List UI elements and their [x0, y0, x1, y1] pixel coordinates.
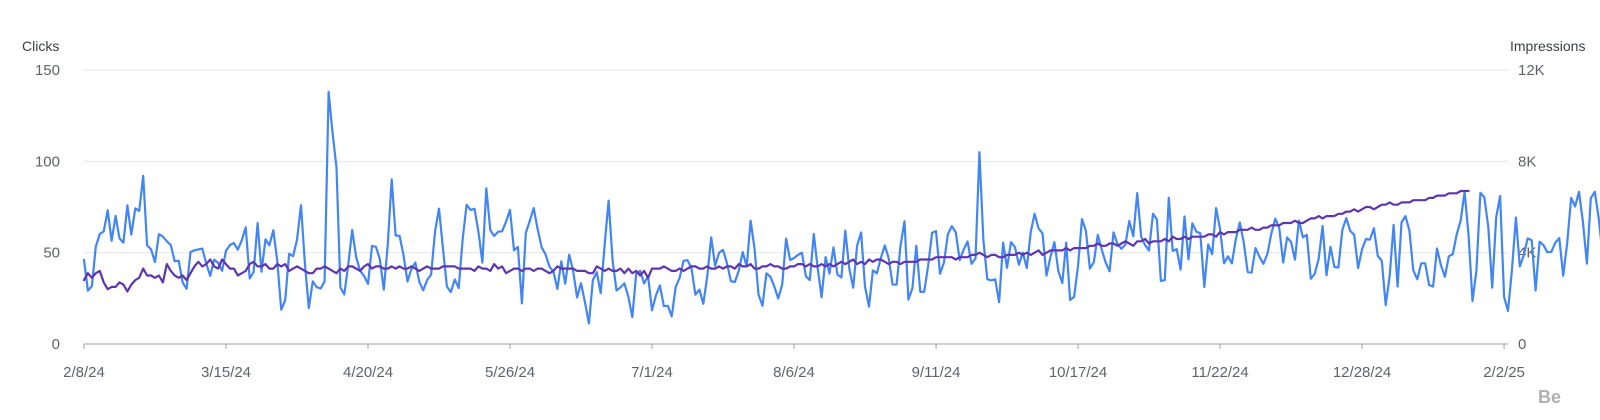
- gridlines: [84, 69, 1508, 345]
- left-axis: Clicks 0 50 100 150: [22, 38, 60, 353]
- x-tick-label: 5/26/24: [485, 364, 535, 381]
- right-axis-title: Impressions: [1510, 38, 1585, 54]
- x-tick-label: 11/22/24: [1191, 364, 1248, 381]
- x-tick-label: 2/2/25: [1483, 364, 1525, 381]
- x-tick-label: 8/6/24: [773, 364, 815, 381]
- left-tick-label: 150: [35, 62, 60, 79]
- x-tick-label: 2/8/24: [63, 364, 105, 381]
- left-tick-label: 100: [35, 153, 60, 170]
- right-tick-label: 0: [1518, 336, 1526, 353]
- series-line-clicks: [82, 90, 1600, 325]
- x-tick-label: 7/1/24: [631, 364, 673, 381]
- series-layer: [82, 90, 1600, 325]
- left-tick-label: 0: [52, 336, 60, 353]
- x-axis: 2/8/24 3/15/24 4/20/24 5/26/24 7/1/24 8/6/24 9…: [63, 344, 1525, 381]
- x-tick-label: 9/11/24: [912, 364, 961, 381]
- watermark-logo: Be: [1538, 387, 1561, 407]
- left-tick-label: 50: [43, 245, 60, 262]
- series-line-impressions: [82, 189, 1470, 293]
- x-tick-label: 12/28/24: [1333, 364, 1391, 381]
- left-axis-title: Clicks: [22, 38, 59, 54]
- x-tick-label: 10/17/24: [1049, 364, 1107, 381]
- x-tick-label: 4/20/24: [343, 364, 393, 381]
- right-tick-label: 12K: [1518, 62, 1545, 79]
- x-tick-label: 3/15/24: [201, 364, 251, 381]
- right-tick-label: 8K: [1518, 153, 1536, 170]
